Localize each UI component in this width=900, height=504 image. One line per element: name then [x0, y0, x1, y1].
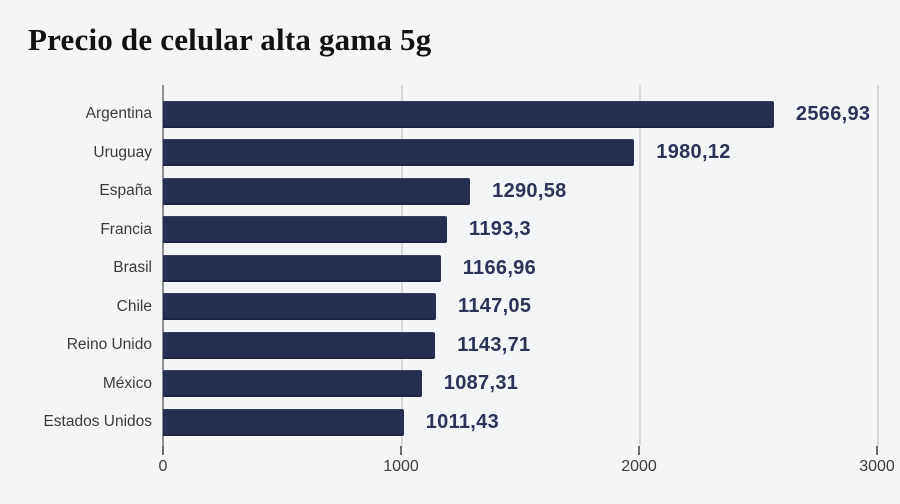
bar-area: 1290,58: [163, 177, 877, 205]
bar-rows: Argentina 2566,93 Uruguay 1980,12 España 1290…: [0, 95, 877, 442]
category-label: Francia: [100, 220, 152, 238]
bar: [163, 177, 471, 205]
category-label: Uruguay: [93, 143, 152, 161]
bar: [163, 370, 422, 398]
category-label: España: [99, 182, 152, 200]
bar-area: 1193,3: [163, 216, 877, 244]
bar-area: 1980,12: [163, 139, 877, 167]
bar-row: España 1290,58: [0, 172, 877, 211]
bar: [163, 216, 447, 244]
bar-row: Argentina 2566,93: [0, 95, 877, 134]
gridline: [639, 85, 641, 446]
category-label: México: [102, 374, 152, 392]
category-label: Argentina: [85, 105, 152, 123]
x-axis: 0 1000 2000 3000: [159, 446, 895, 486]
bar-row: Brasil 1166,96: [0, 249, 877, 288]
gridline: [877, 85, 879, 446]
bar-area: 1143,71: [163, 331, 877, 359]
value-label: 1290,58: [492, 179, 567, 202]
x-tick-mark: [400, 446, 402, 455]
bar: [163, 254, 441, 282]
category-label: Reino Unido: [66, 336, 152, 354]
bar-row: México 1087,31: [0, 365, 877, 404]
value-label: 1193,3: [469, 218, 531, 241]
bar-area: 1147,05: [163, 293, 877, 321]
chart-title: Precio de celular alta gama 5g: [28, 22, 432, 57]
x-tick-label: 0: [158, 458, 168, 475]
x-tick-mark: [876, 446, 878, 455]
bar-area: 2566,93: [163, 100, 877, 128]
x-tick-mark: [638, 446, 640, 455]
value-label: 1166,96: [462, 256, 537, 279]
bar-area: 1166,96: [163, 254, 877, 282]
value-label: 1980,12: [656, 141, 731, 164]
bar: [163, 331, 436, 359]
x-tick-label: 1000: [383, 458, 419, 475]
x-tick-label: 2000: [621, 458, 657, 475]
x-tick-mark: [162, 446, 164, 455]
value-label: 1087,31: [443, 372, 519, 395]
bar: [163, 139, 635, 167]
category-label: Brasil: [113, 259, 152, 277]
bar-row: Francia 1193,3: [0, 211, 877, 250]
category-label: Chile: [116, 297, 152, 315]
category-label: Estados Unidos: [43, 413, 152, 431]
bar-row: Chile 1147,05: [0, 288, 877, 327]
x-tick-label: 3000: [859, 458, 895, 475]
value-label: 2566,93: [795, 102, 871, 125]
bar: [163, 408, 404, 436]
bar-area: 1087,31: [163, 370, 877, 398]
bar-area: 1011,43: [163, 408, 877, 436]
bar-row: Estados Unidos 1011,43: [0, 403, 877, 442]
bar-row: Uruguay 1980,12: [0, 134, 877, 173]
bar: [163, 293, 436, 321]
value-label: 1147,05: [457, 295, 532, 318]
value-label: 1011,43: [425, 410, 500, 433]
bar-row: Reino Unido 1143,71: [0, 326, 877, 365]
bar: [163, 100, 774, 128]
value-label: 1143,71: [457, 333, 531, 356]
